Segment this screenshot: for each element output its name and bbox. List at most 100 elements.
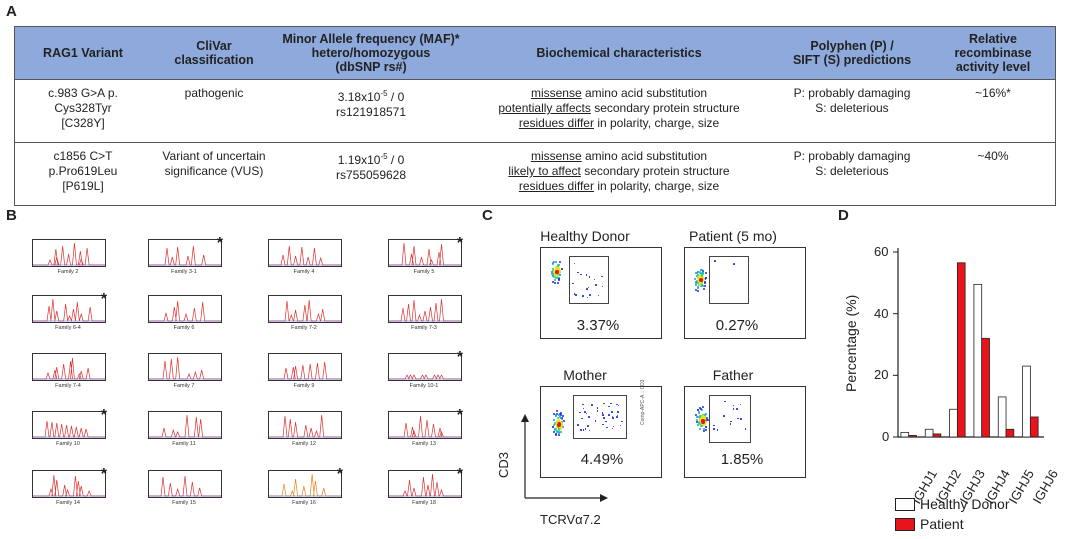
cell-biochem: missense amino acid substitution potenti… xyxy=(465,79,773,143)
cell-event-dot xyxy=(705,428,708,431)
spectratype-peaks xyxy=(149,245,221,266)
y-tick-label: 20 xyxy=(874,367,889,383)
cell-event-dot xyxy=(612,425,615,428)
cell-event-dot xyxy=(697,275,702,280)
bar-patient xyxy=(908,435,917,438)
cell-event-dot xyxy=(602,414,604,416)
cell-event-dot xyxy=(558,260,561,263)
cell-event-dot xyxy=(608,414,610,416)
cell-event-dot xyxy=(739,403,742,406)
spectratype-plot: * xyxy=(148,235,223,267)
significance-star: * xyxy=(100,407,107,424)
cell-event-dot xyxy=(582,429,585,431)
cell-event-dot xyxy=(736,408,738,410)
cell-event-dot xyxy=(581,417,583,420)
cell-event-dot xyxy=(696,272,699,275)
cell-event-dot xyxy=(696,285,699,288)
cell-event-dot xyxy=(575,294,577,296)
cell-variant: c1856 C>T p.Pro619Leu [P619L] xyxy=(14,142,151,206)
cell-event-dot xyxy=(551,271,554,274)
cell-event-dot xyxy=(582,295,584,297)
spectratype-plot xyxy=(268,411,342,439)
cell-event-dot xyxy=(588,416,590,418)
cell-event-dot xyxy=(702,287,705,290)
cell-event-dot xyxy=(584,411,586,413)
panel-label-d: D xyxy=(838,207,849,224)
cell-event-dot xyxy=(555,432,558,435)
cell-event-dot xyxy=(552,418,555,421)
flow-plot-mother xyxy=(540,386,662,478)
cell-event-dot xyxy=(579,411,581,414)
family-label: Family 5 xyxy=(413,269,435,275)
cell-event-dot xyxy=(706,419,709,422)
family-label: Family 6-4 xyxy=(55,325,81,331)
cell-event-dot xyxy=(696,280,699,283)
cell-event-dot xyxy=(606,426,608,429)
cell-event-dot xyxy=(723,415,725,417)
cell-event-dot xyxy=(558,416,561,419)
legend: Healthy Donor Patient xyxy=(895,494,1010,534)
cell-event-dot xyxy=(560,267,563,270)
x-axis-arrowhead xyxy=(600,494,608,502)
cell-event-dot xyxy=(621,420,623,423)
cell-event-dot xyxy=(556,263,559,266)
spectratype-peaks xyxy=(389,374,461,380)
flow-pct-patient: 0.27% xyxy=(715,317,759,334)
spectratype-plot: * xyxy=(388,466,463,498)
cell-event-dot xyxy=(561,417,564,420)
flow-title-mother: Mother xyxy=(563,367,607,383)
bar-healthy-donor xyxy=(973,283,983,438)
spectratype-trace xyxy=(33,242,105,266)
cell-event-dot xyxy=(602,423,604,426)
cell-maf: 3.18x10-5 / 0 rs121918571 xyxy=(277,79,465,143)
cell-event-dot xyxy=(732,404,735,407)
variant-table: RAG1 Variant CliVar classification Minor … xyxy=(14,26,1056,206)
family-label: Family 3-1 xyxy=(171,269,197,275)
cell-event-dot xyxy=(589,294,591,296)
cell-event-dot xyxy=(577,424,579,426)
cell-event-dot xyxy=(557,273,560,276)
significance-star: * xyxy=(456,407,463,424)
cell-event-dot xyxy=(698,422,701,425)
cell-event-dot xyxy=(702,422,707,427)
bar-healthy-donor xyxy=(1022,365,1031,438)
family-label: Family 7-3 xyxy=(411,325,437,331)
flow-plot-father xyxy=(684,386,806,478)
cell-event-dot xyxy=(701,280,704,283)
cell-event-dot xyxy=(701,269,704,272)
flow-pct-father: 1.85% xyxy=(720,451,764,468)
cell-event-dot xyxy=(702,414,705,417)
cell-event-dot xyxy=(699,408,702,411)
cell-event-dot xyxy=(561,418,564,421)
cell-event-dot xyxy=(552,270,555,273)
cell-event-dot xyxy=(702,285,705,288)
cell-event-dot xyxy=(587,286,590,289)
bar-healthy-donor xyxy=(949,408,958,438)
spectratype-plot xyxy=(148,295,222,323)
gate-box xyxy=(709,256,749,304)
spectratype-peaks xyxy=(33,420,105,438)
cell-event-dot xyxy=(695,280,698,283)
cell-event-dot xyxy=(695,288,698,291)
family-label: Family 6 xyxy=(173,325,195,331)
legend-label-patient: Patient xyxy=(920,516,964,532)
family-label: Family 13 xyxy=(412,441,436,447)
cell-event-dot xyxy=(699,271,702,274)
cell-event-dot xyxy=(557,416,560,419)
cell-event-dot xyxy=(555,414,558,417)
y-tick-label: 0 xyxy=(882,429,890,444)
cell-event-dot xyxy=(699,407,702,410)
cell-event-dot xyxy=(561,425,564,428)
spectratype-trace xyxy=(149,414,221,438)
cell-event-dot xyxy=(696,271,699,274)
cell-event-dot xyxy=(724,400,726,403)
x-axis-label: TCRVα7.2 xyxy=(540,512,601,527)
spectratype-plot: * xyxy=(388,407,463,439)
cell-event-dot xyxy=(556,410,559,413)
cell-event-dot xyxy=(695,281,698,284)
cell-predictions: P: probably damaging S: deleterious xyxy=(773,79,931,143)
cell-event-dot xyxy=(700,422,705,427)
spectratype-trace xyxy=(389,374,461,380)
significance-star: * xyxy=(456,235,463,252)
cell-event-dot xyxy=(703,427,706,430)
